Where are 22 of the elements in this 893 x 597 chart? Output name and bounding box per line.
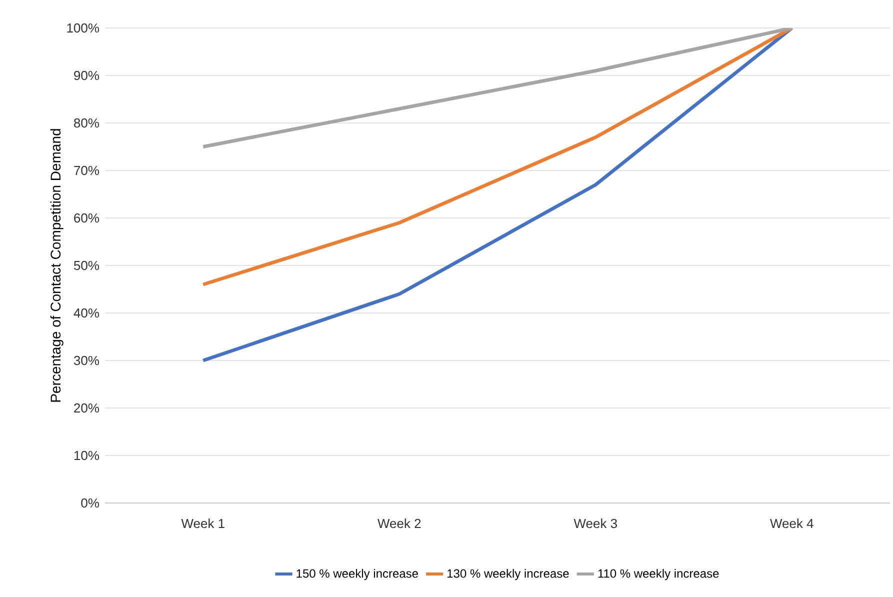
legend-label: 150 % weekly increase [296, 568, 418, 580]
y-tick-label: 50% [74, 260, 100, 270]
x-tick-label: Week 4 [770, 518, 814, 528]
y-axis-title: Percentage of Contact Competition Demand [50, 129, 64, 402]
legend-label: 110 % weekly increase [598, 568, 719, 580]
legend-label: 130 % weekly increase [448, 568, 569, 580]
line-series [201, 28, 794, 286]
y-tick-label: 80% [74, 118, 100, 128]
y-tick-label: 60% [74, 213, 100, 223]
y-tick-label: 0% [81, 498, 100, 508]
y-tick-label: 100% [67, 23, 100, 33]
x-tick-label: Week 1 [181, 518, 224, 528]
y-tick-label: 70% [74, 166, 100, 176]
y-tick-label: 30% [74, 356, 100, 366]
line-series [201, 28, 794, 362]
x-tick-label: Week 3 [574, 518, 617, 528]
line-series [201, 28, 794, 148]
y-tick-label: 20% [74, 403, 100, 413]
y-tick-label: 10% [74, 450, 100, 460]
y-tick-label: 40% [74, 308, 100, 318]
y-tick-label: 90% [74, 70, 100, 80]
x-tick-label: Week 2 [378, 518, 421, 528]
